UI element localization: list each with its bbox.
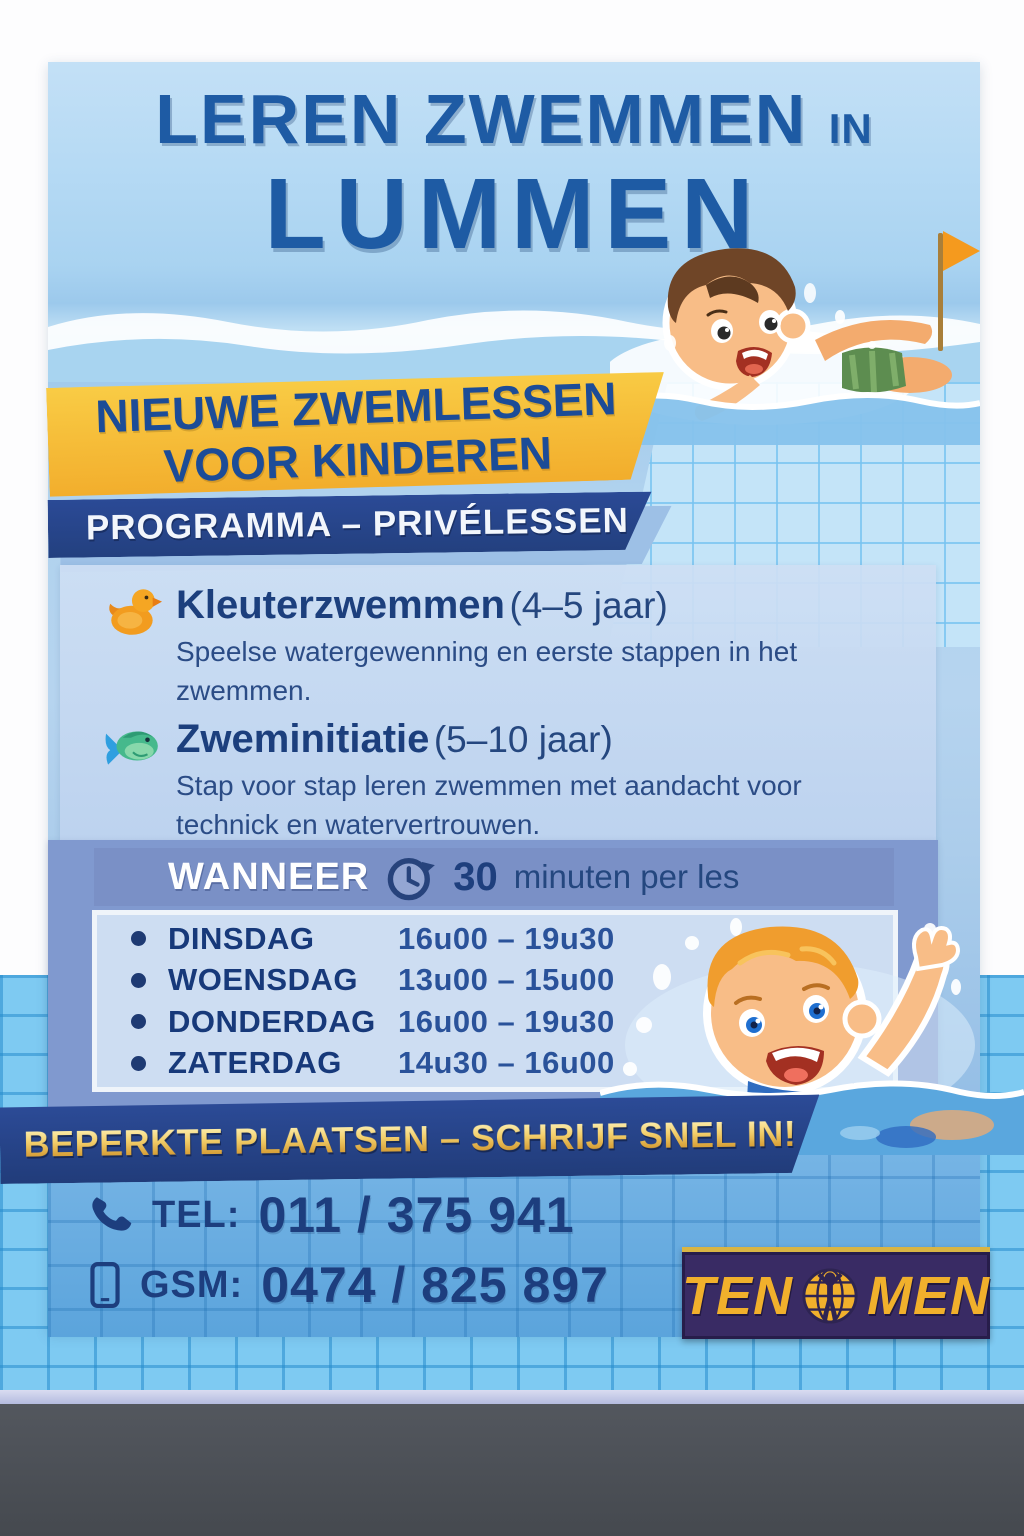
bullet-icon: [131, 1014, 146, 1030]
bullet-icon: [131, 972, 146, 988]
schedule-time: 13u00 – 15u00: [398, 962, 615, 998]
schedule-time: 16u00 – 19u30: [398, 1003, 615, 1039]
gsm-label: GSM:: [140, 1263, 244, 1306]
schedule-day: DINSDAG: [168, 920, 315, 956]
tel-number: 011 / 375 941: [258, 1187, 575, 1243]
programma-banner-label: PROGRAMMA – PRIVÉLESSEN: [85, 500, 630, 548]
floor-background: [0, 1404, 1024, 1536]
program-name: Zweminitiatie: [176, 717, 430, 761]
when-label: WANNEER: [168, 855, 370, 898]
logo-text-men: MEN: [867, 1265, 990, 1326]
schedule-day: WOENSDAG: [168, 962, 358, 998]
schedule-day: DONDERDAG: [168, 1003, 376, 1039]
schedule-time: 14u30 – 16u00: [398, 1045, 615, 1081]
tel-label: TEL:: [152, 1193, 241, 1236]
clock-icon: [387, 858, 436, 901]
flag-icon: [938, 231, 980, 351]
contact-row-gsm: GSM: 0474 / 825 897: [88, 1254, 609, 1316]
schedule-time: 16u00 – 19u30: [398, 920, 615, 956]
tenmen-logo: TEN MEN: [682, 1247, 990, 1339]
gsm-number: 0474 / 825 897: [261, 1257, 609, 1313]
contact-row-tel: TEL: 011 / 375 941: [88, 1184, 609, 1246]
fish-icon: [105, 731, 158, 765]
contact-section: TEL: 011 / 375 941 GSM: 0474 / 825 897: [88, 1184, 609, 1316]
poster-title: LEREN ZWEMMEN IN LUMMEN: [48, 84, 980, 264]
bullet-icon: [131, 1055, 146, 1071]
yellow-banner: NIEUWE ZWEMLESSEN VOOR KINDEREN: [46, 366, 668, 499]
program-age: (4–5 jaar): [509, 585, 668, 626]
schedule-row: ZATERDAG 14u30 – 16u00: [131, 1045, 893, 1081]
pool-ledge: [0, 1390, 1024, 1404]
globe-man-icon: [802, 1267, 858, 1324]
title-line-1: LEREN ZWEMMEN IN: [48, 84, 980, 154]
schedule-row: WOENSDAG 13u00 – 15u00: [131, 962, 893, 998]
program-description: Stap voor stap leren zwemmen met aandach…: [176, 770, 802, 840]
when-bar: WANNEER 30 minuten per les: [94, 848, 894, 906]
cta-banner: BEPERKTE PLAATSEN – SCHRIJF SNEL IN!: [0, 1095, 820, 1184]
logo-text-ten: TEN: [682, 1265, 793, 1326]
duck-icon: [109, 589, 162, 635]
cta-label: BEPERKTE PLAATSEN – SCHRIJF SNEL IN!: [23, 1112, 797, 1165]
schedule-row: DINSDAG 16u00 – 19u30: [131, 921, 893, 957]
program-age: (5–10 jaar): [433, 719, 613, 760]
programma-banner: PROGRAMMA – PRIVÉLESSEN: [48, 492, 653, 558]
title-line-2: LUMMEN: [264, 158, 764, 270]
program-heading: Kleuterzwemmen (4–5 jaar): [176, 583, 668, 628]
title-main-text: LEREN ZWEMMEN: [155, 80, 808, 158]
swimming-boy-illustration: [610, 231, 980, 445]
program-panel: Kleuterzwemmen (4–5 jaar) Speelse waterg…: [60, 565, 936, 840]
mobile-icon: [90, 1262, 120, 1308]
program-heading: Zweminitiatie (5–10 jaar): [176, 717, 613, 762]
program-description: Speelse watergewenning en eerste stappen…: [176, 636, 798, 706]
title-in-word: IN: [828, 105, 873, 152]
phone-icon: [92, 1197, 132, 1231]
program-name: Kleuterzwemmen: [176, 583, 505, 627]
when-duration-unit: minuten per les: [513, 858, 740, 895]
bullet-icon: [131, 931, 146, 947]
schedule-day: ZATERDAG: [168, 1045, 342, 1081]
schedule-row: DONDERDAG 16u00 – 19u30: [131, 1004, 893, 1040]
when-duration-value: 30: [453, 854, 498, 899]
